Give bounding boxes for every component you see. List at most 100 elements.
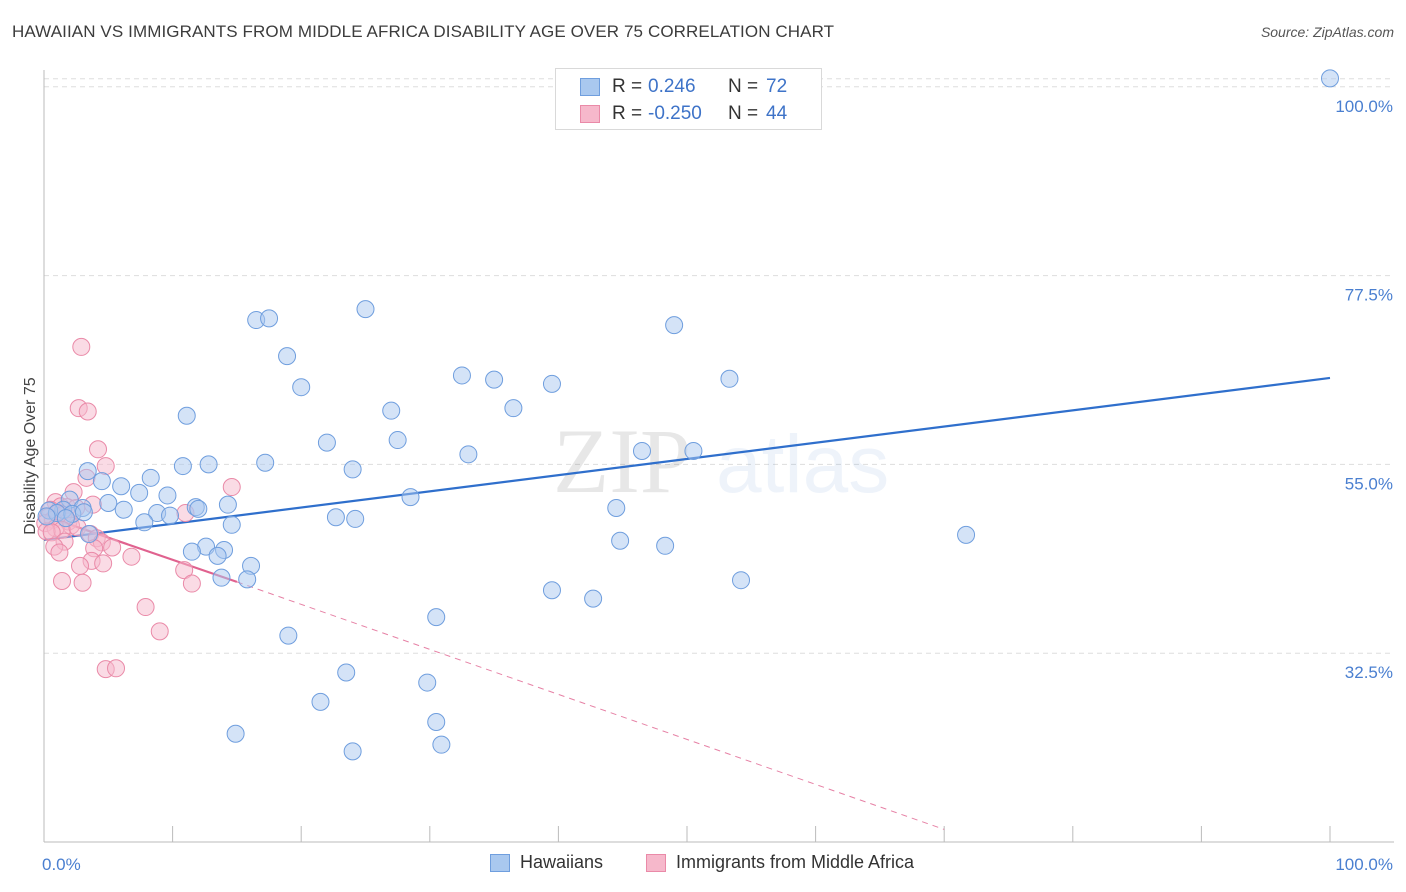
data-point-hawaiians — [135, 513, 154, 532]
x-tick-label-last: 100.0% — [1335, 855, 1393, 874]
data-point-hawaiians — [346, 509, 365, 528]
watermark: ZIP atlas — [553, 410, 889, 512]
data-point-hawaiians — [199, 455, 218, 474]
data-point-immigrants — [72, 337, 91, 356]
legend-swatch-blue — [580, 78, 600, 96]
data-point-immigrants — [107, 659, 126, 678]
data-point-hawaiians — [92, 472, 111, 491]
watermark-atlas: atlas — [716, 419, 889, 510]
correlation-legend: R = 0.246 N = 72 R = -0.250 N = 44 — [555, 68, 822, 130]
data-point-immigrants — [175, 561, 194, 580]
legend-row-hawaiians: R = 0.246 N = 72 — [580, 75, 787, 99]
source-credit: Source: ZipAtlas.com — [1260, 24, 1394, 40]
data-point-hawaiians — [665, 316, 684, 335]
data-point-hawaiians — [112, 477, 131, 496]
data-point-hawaiians — [177, 406, 196, 425]
data-point-hawaiians — [401, 488, 420, 507]
data-point-immigrants — [94, 554, 113, 573]
data-point-immigrants — [73, 573, 92, 592]
data-point-hawaiians — [256, 453, 275, 472]
data-point-hawaiians — [189, 499, 208, 518]
y-tick-label: 55.0% — [1345, 474, 1393, 493]
data-point-hawaiians — [459, 445, 478, 464]
series-legend: Hawaiians Immigrants from Middle Africa — [0, 852, 1406, 876]
data-point-immigrants — [78, 402, 97, 421]
data-point-hawaiians — [74, 503, 93, 522]
data-point-hawaiians — [292, 378, 311, 397]
legend-swatch-pink — [580, 105, 600, 123]
data-point-hawaiians — [542, 581, 561, 600]
data-point-hawaiians — [343, 742, 362, 761]
data-point-hawaiians — [161, 506, 180, 525]
data-point-hawaiians — [226, 724, 245, 743]
legend-swatch-immigrants — [646, 853, 666, 872]
series-immigrants-points — [36, 337, 241, 679]
data-point-immigrants — [53, 572, 72, 591]
data-point-immigrants — [122, 547, 141, 566]
legend-label-hawaiians: Hawaiians — [520, 852, 604, 872]
legend-r-label: R = — [612, 76, 643, 97]
data-point-hawaiians — [684, 441, 703, 460]
y-tick-label: 100.0% — [1335, 97, 1393, 116]
data-point-hawaiians — [326, 508, 345, 527]
data-point-hawaiians — [37, 507, 56, 526]
data-point-hawaiians — [212, 568, 231, 587]
data-point-hawaiians — [182, 542, 201, 561]
trend-line-hawaiians — [43, 376, 1331, 542]
legend-n-label: N = — [728, 103, 759, 124]
y-tick-labels: 32.5% 55.0% 77.5% 100.0% — [1335, 97, 1393, 682]
data-point-hawaiians — [317, 433, 336, 452]
data-point-hawaiians — [382, 401, 401, 420]
legend-item-hawaiians: Hawaiians — [490, 852, 603, 873]
data-point-immigrants — [89, 440, 108, 459]
data-point-hawaiians — [158, 486, 177, 505]
x-tick-labels: 0.0% 100.0% — [42, 855, 1393, 874]
legend-n-value: 44 — [766, 103, 788, 124]
series-hawaiians-points — [37, 69, 1339, 761]
legend-n-label: N = — [728, 76, 759, 97]
legend-n-value: 72 — [766, 76, 788, 97]
legend-label-immigrants: Immigrants from Middle Africa — [676, 852, 915, 872]
legend-swatch-hawaiians — [490, 853, 510, 872]
data-point-hawaiians — [1321, 69, 1339, 88]
data-point-hawaiians — [343, 460, 362, 479]
data-point-immigrants — [71, 556, 90, 575]
data-point-hawaiians — [56, 509, 75, 528]
data-point-immigrants — [182, 574, 201, 593]
chart-title: HAWAIIAN VS IMMIGRANTS FROM MIDDLE AFRIC… — [12, 22, 835, 41]
data-point-hawaiians — [452, 366, 471, 385]
legend-r-value: -0.250 — [648, 103, 702, 124]
axes — [43, 70, 1394, 843]
data-point-hawaiians — [611, 531, 630, 550]
data-point-immigrants — [222, 478, 241, 497]
data-point-immigrants — [50, 543, 69, 562]
data-point-immigrants — [103, 538, 122, 557]
data-point-hawaiians — [356, 300, 375, 319]
data-point-hawaiians — [78, 462, 97, 481]
legend-r-value: 0.246 — [648, 76, 696, 97]
data-point-immigrants — [150, 622, 169, 641]
data-point-hawaiians — [337, 663, 356, 682]
data-point-hawaiians — [504, 399, 523, 418]
data-point-hawaiians — [222, 515, 241, 534]
y-tick-label: 32.5% — [1345, 663, 1393, 682]
data-point-hawaiians — [427, 713, 446, 732]
data-point-hawaiians — [278, 347, 297, 366]
legend-item-immigrants: Immigrants from Middle Africa — [646, 852, 914, 873]
y-axis-label: Disability Age Over 75 — [22, 377, 39, 535]
data-point-immigrants — [136, 598, 155, 617]
data-point-hawaiians — [173, 457, 192, 476]
data-point-hawaiians — [388, 431, 407, 450]
data-point-hawaiians — [130, 483, 149, 502]
data-point-hawaiians — [114, 500, 133, 519]
trend-line-immigrants-extension — [236, 581, 945, 830]
data-point-hawaiians — [418, 673, 437, 692]
data-point-hawaiians — [485, 370, 504, 389]
y-tick-label: 77.5% — [1345, 286, 1393, 305]
data-point-hawaiians — [311, 692, 330, 711]
data-point-hawaiians — [279, 626, 298, 645]
data-point-hawaiians — [99, 493, 118, 512]
data-point-hawaiians — [957, 525, 976, 544]
data-point-hawaiians — [656, 536, 675, 555]
